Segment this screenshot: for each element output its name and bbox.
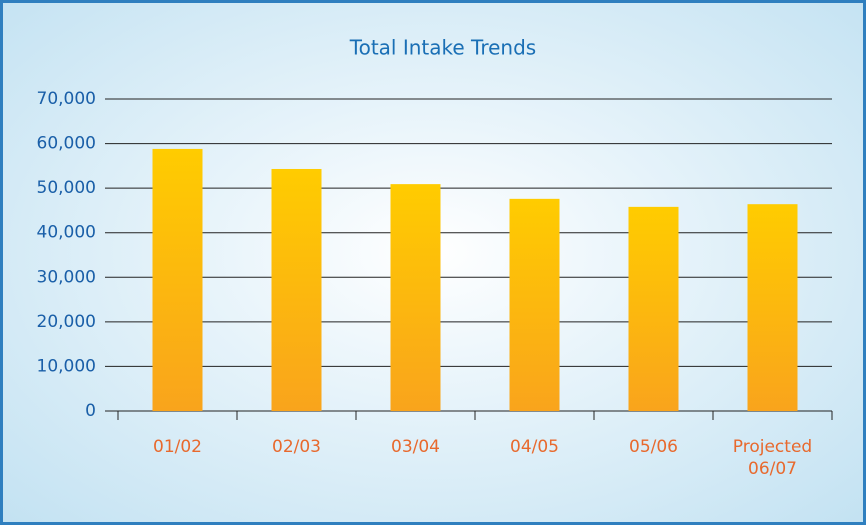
bar <box>509 198 560 411</box>
x-tick-label: 03/04 <box>391 437 440 457</box>
bar <box>271 168 322 411</box>
chart-title: Total Intake Trends <box>349 36 536 60</box>
y-tick-label: 50,000 <box>37 178 96 198</box>
x-tick-label: 05/06 <box>629 437 678 457</box>
bar <box>628 206 679 411</box>
y-tick-label: 10,000 <box>37 356 96 376</box>
bar <box>152 148 203 412</box>
x-tick-label: 01/02 <box>153 437 202 457</box>
y-tick-label: 0 <box>85 401 96 421</box>
y-tick-label: 20,000 <box>37 312 96 332</box>
bar <box>747 204 798 411</box>
y-tick-label: 40,000 <box>37 223 96 243</box>
y-tick-label: 30,000 <box>37 267 96 287</box>
bar <box>390 184 441 411</box>
y-tick-label: 70,000 <box>37 89 96 109</box>
x-tick-label: 04/05 <box>510 437 559 457</box>
x-tick-label: Projected 06/07 <box>732 437 813 479</box>
y-tick-label: 60,000 <box>37 134 96 154</box>
x-tick-label: 02/03 <box>272 437 321 457</box>
